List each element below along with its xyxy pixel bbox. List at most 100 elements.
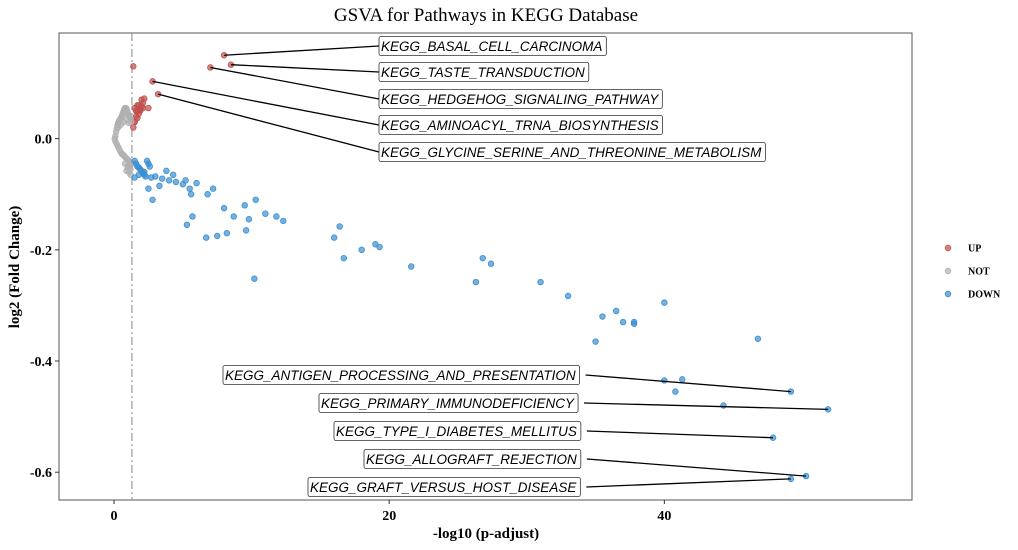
data-point-down [156, 182, 163, 190]
data-point-down [186, 185, 193, 192]
legend-label-down: DOWN [968, 290, 1001, 301]
data-point-down [679, 376, 686, 383]
chart-title: GSVA for Pathways in KEGG Database [334, 5, 638, 26]
annotation-text: KEGG_TASTE_TRANSDUCTION [381, 65, 585, 80]
data-point-down [472, 278, 480, 286]
data-point-down [223, 229, 231, 237]
data-point-down [193, 179, 200, 187]
annotation-leader-line [152, 80, 380, 126]
data-point-down [630, 320, 638, 327]
data-point-down [165, 177, 173, 184]
annotation-text: KEGG_HEDGEHOG_SIGNALING_PATHWAY [381, 92, 659, 107]
x-tick-label: 40 [657, 509, 671, 524]
x-tick-label: 20 [382, 509, 396, 524]
data-point-down [537, 278, 544, 286]
data-point-down [479, 254, 486, 262]
annotation-leader-line [586, 478, 791, 488]
annotation-label: KEGG_GRAFT_VERSUS_HOST_DISEASE [307, 477, 581, 497]
data-point-down [152, 173, 159, 180]
data-point-down [163, 167, 170, 175]
annotation-leader-line [586, 430, 774, 439]
y-tick-label: -0.4 [30, 355, 52, 370]
annotation-leader-line [584, 402, 829, 411]
legend: UP NOT DOWN [944, 244, 1001, 301]
annotation-label: KEGG_PRIMARY_IMMUNODEFICIENCY [318, 393, 579, 413]
data-point-down [564, 292, 572, 300]
annotation-label: KEGG_BASAL_CELL_CARCINOMA [378, 36, 607, 56]
data-point-not [128, 118, 135, 126]
y-tick-label: 0.0 [35, 133, 53, 148]
data-point-down [376, 243, 383, 251]
data-point-down [146, 163, 154, 170]
data-point-down [330, 234, 338, 241]
data-point-down [187, 191, 195, 198]
data-point-down [172, 178, 180, 186]
legend-swatch-down [944, 290, 952, 298]
data-point-up [134, 114, 141, 122]
data-point-down [273, 213, 280, 220]
data-point-down [252, 196, 259, 203]
data-point-down [241, 202, 248, 209]
legend-label-up: UP [968, 244, 981, 255]
annotation-leader-line [585, 374, 791, 393]
data-point-down [280, 217, 287, 225]
legend-swatch-not [944, 267, 952, 275]
data-point-down [251, 275, 258, 282]
annotation-text: KEGG_BASAL_CELL_CARCINOMA [381, 39, 602, 54]
annotation-leader-line [586, 458, 807, 477]
data-point-down [189, 213, 196, 220]
data-point-down [613, 307, 620, 315]
data-point-down [487, 260, 495, 267]
data-point-down [169, 171, 177, 178]
y-axis-label: log2 (Fold Change) [7, 206, 23, 329]
data-point-down [592, 338, 599, 345]
data-point-down [340, 254, 347, 262]
annotation-leader-line [210, 66, 380, 100]
data-point-down [672, 388, 679, 395]
data-point-down [661, 377, 668, 384]
x-tick-label: 0 [111, 509, 118, 524]
data-point-down [204, 191, 211, 198]
data-point-up [130, 124, 137, 131]
data-point-down [149, 196, 156, 203]
data-point-down [720, 402, 727, 409]
annotation-label: KEGG_ALLOGRAFT_REJECTION [363, 449, 582, 469]
data-point-down [182, 177, 189, 184]
data-point-down [754, 335, 762, 342]
y-tick-label: -0.6 [30, 466, 52, 481]
annotation-label: KEGG_AMINOACYL_TRNA_BIOSYNTHESIS [378, 115, 663, 135]
annotation-text: KEGG_GRAFT_VERSUS_HOST_DISEASE [310, 480, 577, 495]
annotation-text: KEGG_GLYCINE_SERINE_AND_THREONINE_METABO… [381, 145, 762, 160]
annotation-label: KEGG_TYPE_I_DIABETES_MELLITUS [333, 421, 582, 441]
y-tick-label: -0.2 [30, 244, 52, 259]
data-point-up [141, 95, 148, 102]
data-point-down [661, 299, 668, 306]
annotation-text: KEGG_ANTIGEN_PROCESSING_AND_PRESENTATION [225, 368, 576, 383]
annotation-leader-line [230, 64, 380, 73]
data-point-down [141, 168, 148, 176]
x-axis-label: -log10 (p-adjust) [433, 526, 539, 542]
data-point-down [145, 185, 152, 192]
data-point-down [336, 223, 343, 230]
data-point-down [619, 318, 627, 326]
annotation-leader-line [224, 45, 380, 56]
data-point-down [230, 213, 237, 220]
annotation-text: KEGG_PRIMARY_IMMUNODEFICIENCY [321, 396, 575, 411]
legend-label-not: NOT [968, 267, 990, 278]
annotation-label: KEGG_GLYCINE_SERINE_AND_THREONINE_METABO… [378, 142, 766, 162]
annotation-text: KEGG_AMINOACYL_TRNA_BIOSYNTHESIS [381, 118, 659, 133]
data-point-down [214, 232, 221, 240]
data-point-up [145, 104, 152, 112]
data-point-down [158, 175, 166, 182]
annotation-leader-line [157, 93, 380, 153]
data-point-down [262, 210, 269, 217]
data-point-down [358, 246, 365, 254]
annotation-label: KEGG_TASTE_TRANSDUCTION [378, 62, 590, 82]
data-point-down [242, 227, 250, 234]
data-point-down [183, 221, 191, 229]
annotation-label: KEGG_ANTIGEN_PROCESSING_AND_PRESENTATION [222, 365, 580, 385]
legend-swatch-up [944, 244, 952, 252]
data-point-down [209, 185, 217, 192]
annotation-label: KEGG_HEDGEHOG_SIGNALING_PATHWAY [378, 89, 663, 109]
